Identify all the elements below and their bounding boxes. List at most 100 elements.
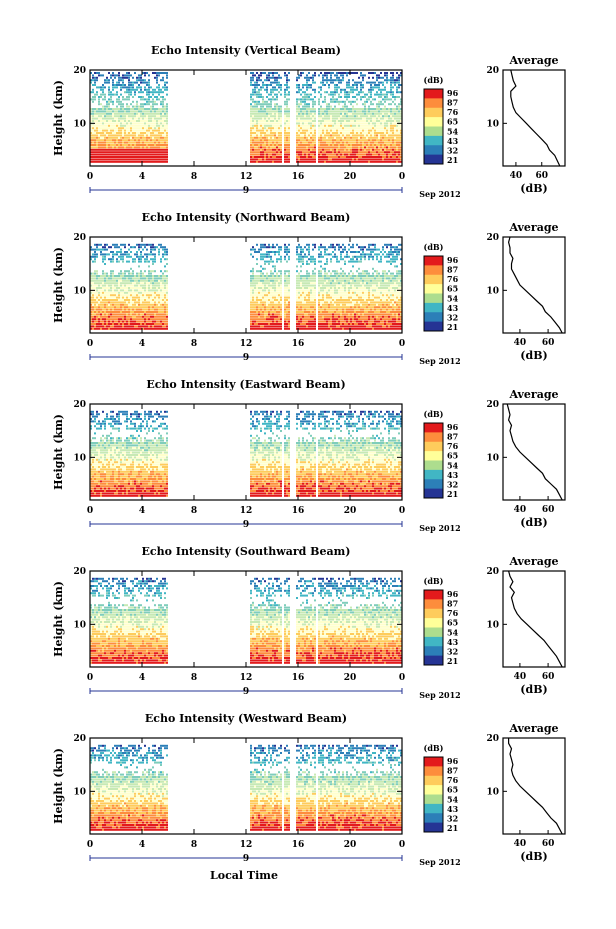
heatmap-cell — [132, 76, 134, 79]
heatmap-cell — [260, 315, 262, 318]
heatmap-cell — [106, 313, 108, 316]
heatmap-cell — [388, 132, 390, 134]
heatmap-cell — [296, 86, 298, 89]
heatmap-cell — [268, 148, 270, 151]
heatmap-cell — [342, 110, 344, 113]
heatmap-cell — [342, 156, 344, 158]
heatmap-cell — [264, 141, 266, 144]
heatmap-cell — [268, 84, 270, 86]
heatmap-cell — [102, 129, 104, 132]
heatmap-cell — [262, 313, 264, 316]
heatmap-cell — [332, 110, 334, 113]
heatmap-cell — [142, 115, 144, 118]
heatmap-cell — [384, 124, 386, 127]
heatmap-cell — [142, 318, 144, 321]
heatmap-cell — [118, 148, 120, 151]
heatmap-cell — [264, 277, 266, 280]
heatmap-cell — [374, 158, 376, 161]
heatmap-cell — [340, 115, 342, 118]
heatmap-cell — [110, 308, 112, 311]
heatmap-cell — [96, 272, 98, 275]
heatmap-cell — [92, 301, 94, 304]
heatmap-cell — [270, 110, 272, 113]
heatmap-cell — [144, 270, 146, 273]
heatmap-cell — [360, 127, 362, 130]
heatmap-cell — [262, 306, 264, 309]
heatmap-cell — [90, 258, 92, 261]
heatmap-cell — [270, 139, 272, 142]
heatmap-cell — [166, 299, 168, 301]
heatmap-cell — [252, 76, 254, 79]
heatmap-cell — [258, 275, 260, 277]
heatmap-cell — [138, 108, 140, 110]
heatmap-cell — [352, 96, 354, 98]
heatmap-cell — [258, 139, 260, 142]
heatmap-cell — [308, 110, 310, 113]
heatmap-cell — [276, 76, 278, 79]
heatmap-cell — [136, 320, 138, 323]
heatmap-cell — [400, 74, 402, 77]
heatmap-cell — [96, 318, 98, 321]
heatmap-cell — [122, 124, 124, 127]
heatmap-cell — [396, 153, 398, 156]
heatmap-cell — [298, 98, 300, 101]
heatmap-cell — [336, 79, 338, 82]
heatmap-cell — [338, 124, 340, 127]
heatmap-cell — [256, 270, 258, 273]
heatmap-cell — [364, 134, 366, 137]
heatmap-cell — [102, 139, 104, 142]
heatmap-cell — [250, 311, 252, 313]
heatmap-cell — [164, 132, 166, 134]
heatmap-cell — [94, 320, 96, 323]
heatmap-cell — [124, 325, 126, 328]
heatmap-cell — [344, 91, 346, 94]
heatmap-cell — [112, 306, 114, 309]
heatmap-cell — [304, 93, 306, 96]
heatmap-cell — [162, 136, 164, 139]
heatmap-cell — [160, 308, 162, 311]
heatmap-cell — [328, 134, 330, 137]
heatmap-cell — [396, 160, 398, 163]
heatmap-cell — [90, 124, 92, 127]
heatmap-cell — [374, 129, 376, 132]
heatmap-cell — [166, 263, 168, 265]
heatmap-cell — [272, 251, 274, 253]
heatmap-cell — [318, 117, 320, 120]
heatmap-cell — [340, 124, 342, 127]
heatmap-cell — [146, 325, 148, 328]
heatmap-cell — [334, 117, 336, 120]
heatmap-cell — [118, 315, 120, 318]
heatmap-cell — [132, 313, 134, 316]
heatmap-cell — [156, 325, 158, 328]
heatmap-cell — [90, 301, 92, 304]
heatmap-cell — [288, 141, 290, 144]
heatmap-cell — [314, 108, 316, 110]
heatmap-cell — [318, 120, 320, 122]
heatmap-cell — [388, 148, 390, 151]
heatmap-cell — [166, 308, 168, 311]
heatmap-cell — [278, 158, 280, 161]
heatmap-cell — [142, 303, 144, 306]
heatmap-cell — [132, 323, 134, 325]
heatmap-cell — [254, 120, 256, 122]
heatmap-cell — [322, 108, 324, 110]
heatmap-cell — [136, 306, 138, 309]
heatmap-cell — [128, 93, 130, 96]
heatmap-cell — [262, 315, 264, 318]
heatmap-cell — [92, 151, 94, 154]
heatmap-cell — [98, 294, 100, 297]
heatmap-cell — [266, 110, 268, 113]
heatmap-cell — [120, 158, 122, 161]
heatmap-cell — [134, 139, 136, 142]
heatmap-cell — [104, 318, 106, 321]
heatmap-cell — [350, 117, 352, 120]
heatmap-cell — [300, 98, 302, 101]
heatmap-cell — [272, 132, 274, 134]
heatmap-cell — [138, 327, 140, 330]
heatmap-cell — [130, 120, 132, 122]
heatmap-cell — [94, 93, 96, 96]
heatmap-cell — [128, 311, 130, 313]
heatmap-cell — [336, 100, 338, 103]
heatmap-cell — [152, 303, 154, 306]
heatmap-cell — [298, 146, 300, 149]
